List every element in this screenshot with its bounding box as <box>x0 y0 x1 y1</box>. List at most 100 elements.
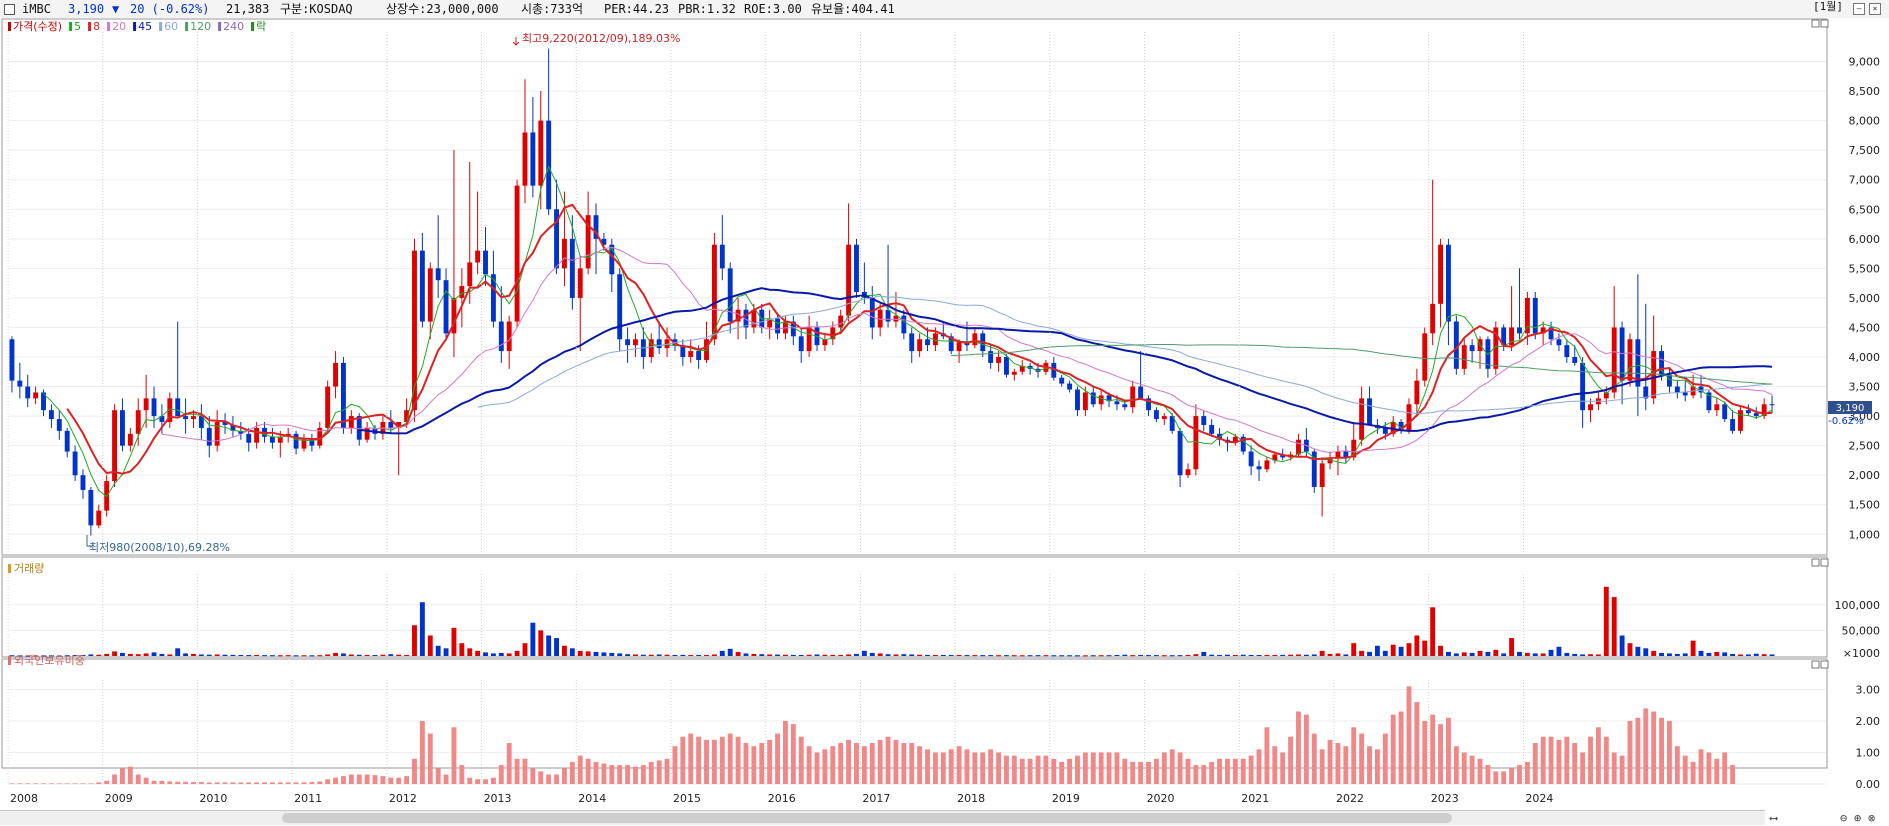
volume-bar <box>1493 649 1499 656</box>
trade-volume: 21,383 <box>226 2 270 16</box>
foreign-bar <box>940 752 946 784</box>
foreign-bar <box>1501 771 1507 784</box>
volume-bar <box>688 654 694 656</box>
zoom-reset-icon[interactable]: ⊗ <box>1868 811 1876 825</box>
panel-close-icon[interactable] <box>1820 19 1829 28</box>
volume-bar <box>72 655 78 657</box>
year-tick-label: 2024 <box>1525 792 1553 805</box>
zoom-in-icon[interactable]: ⊕ <box>1854 811 1862 825</box>
volume-bar <box>1161 655 1167 657</box>
volume-close-icon[interactable] <box>1820 558 1829 567</box>
candle-body <box>277 436 283 443</box>
stock-name[interactable]: iMBC <box>22 2 51 16</box>
volume-bar <box>325 654 331 656</box>
candle-body <box>135 410 141 434</box>
volume-bar <box>459 643 465 656</box>
foreign-legend-marker <box>8 656 11 665</box>
ma-8-line <box>66 203 1773 475</box>
legend-label: 락 <box>256 20 266 33</box>
candle-body <box>767 318 773 328</box>
foreign-bar <box>1588 736 1593 784</box>
candle-body <box>127 433 133 446</box>
volume-bar <box>1327 653 1333 656</box>
volume-bar <box>854 653 859 656</box>
volume-bar <box>143 653 149 656</box>
foreign-bar <box>1209 761 1215 784</box>
volume-bar <box>530 622 536 656</box>
candle-body <box>498 321 504 352</box>
volume-bar <box>838 654 844 656</box>
volume-bar <box>364 654 370 656</box>
reserve-ratio: 유보율:404.41 <box>811 2 895 16</box>
foreign-bar <box>767 739 773 784</box>
foreign-bar <box>80 783 86 784</box>
volume-bar <box>1217 654 1223 656</box>
volume-bar <box>569 648 575 656</box>
volume-bar <box>633 654 638 656</box>
candle-body <box>1532 297 1538 334</box>
foreign-bar <box>1335 743 1341 784</box>
price-tick-label: 2,500 <box>1849 440 1881 453</box>
foreign-minimize-icon[interactable] <box>1811 660 1820 669</box>
foreign-bar <box>1627 720 1633 784</box>
foreign-bar <box>1398 711 1404 784</box>
foreign-bar <box>790 724 796 784</box>
foreign-bar <box>262 782 267 784</box>
volume-bar <box>1075 655 1080 657</box>
foreign-bar <box>854 743 859 784</box>
candle-body <box>1185 469 1191 476</box>
close-icon[interactable]: × <box>1869 3 1881 15</box>
candle-body <box>1082 392 1088 411</box>
volume-bar <box>1532 653 1538 656</box>
foreign-bar <box>893 739 899 784</box>
panel-minimize-icon[interactable] <box>1811 19 1820 28</box>
volume-bar <box>135 654 141 656</box>
candle-body <box>1603 392 1609 399</box>
volume-bar <box>782 654 788 656</box>
scroll-thumb[interactable] <box>282 813 1452 823</box>
scroll-range-icon[interactable]: ⟷ <box>1770 811 1778 825</box>
volume-bar <box>806 654 812 656</box>
stock-chart-area[interactable]: 1,0001,5002,0002,5003,0003,5004,0004,500… <box>0 18 1889 810</box>
foreign-bar <box>1343 746 1349 784</box>
current-price-tag-label: 3,190 <box>1836 403 1865 414</box>
year-tick-label: 2019 <box>1052 792 1080 805</box>
foreign-bar <box>688 733 694 784</box>
foreign-bar <box>743 743 749 784</box>
foreign-close-icon[interactable] <box>1820 660 1829 669</box>
minimize-icon[interactable]: – <box>1853 3 1865 15</box>
volume-minimize-icon[interactable] <box>1811 558 1820 567</box>
zoom-out-icon[interactable]: ⊖ <box>1840 811 1848 825</box>
foreign-tick-label: 2.00 <box>1856 715 1881 728</box>
candle-body <box>1351 439 1357 458</box>
foreign-bar <box>1319 749 1325 784</box>
volume-bar <box>56 655 62 657</box>
horizontal-scrollbar[interactable] <box>0 810 1765 825</box>
volume-bar <box>711 654 717 656</box>
ma-20-line <box>161 246 1773 454</box>
candle-body <box>1745 410 1751 414</box>
candle-body <box>325 386 331 428</box>
candle-body <box>1651 351 1657 399</box>
volume-bar <box>1674 653 1680 656</box>
foreign-bar <box>1469 755 1475 784</box>
candle-body <box>1706 392 1712 411</box>
year-tick-label: 2010 <box>199 792 227 805</box>
foreign-bar <box>206 782 212 784</box>
volume-bar <box>593 651 599 656</box>
candle-body <box>17 380 23 387</box>
select-checkbox[interactable] <box>4 4 15 15</box>
volume-bar <box>719 650 725 656</box>
candle-body <box>1572 357 1578 363</box>
timeframe-label[interactable]: [1월] <box>1813 0 1843 13</box>
volume-bar <box>759 654 765 656</box>
candle-body <box>751 309 757 328</box>
foreign-bar <box>498 765 504 784</box>
volume-bar <box>1738 654 1743 656</box>
volume-bar <box>909 654 915 656</box>
candle-body <box>1517 327 1522 334</box>
volume-bar <box>104 653 110 656</box>
candle-body <box>633 339 638 346</box>
volume-bar <box>1256 654 1262 656</box>
volume-bar <box>1201 651 1207 656</box>
